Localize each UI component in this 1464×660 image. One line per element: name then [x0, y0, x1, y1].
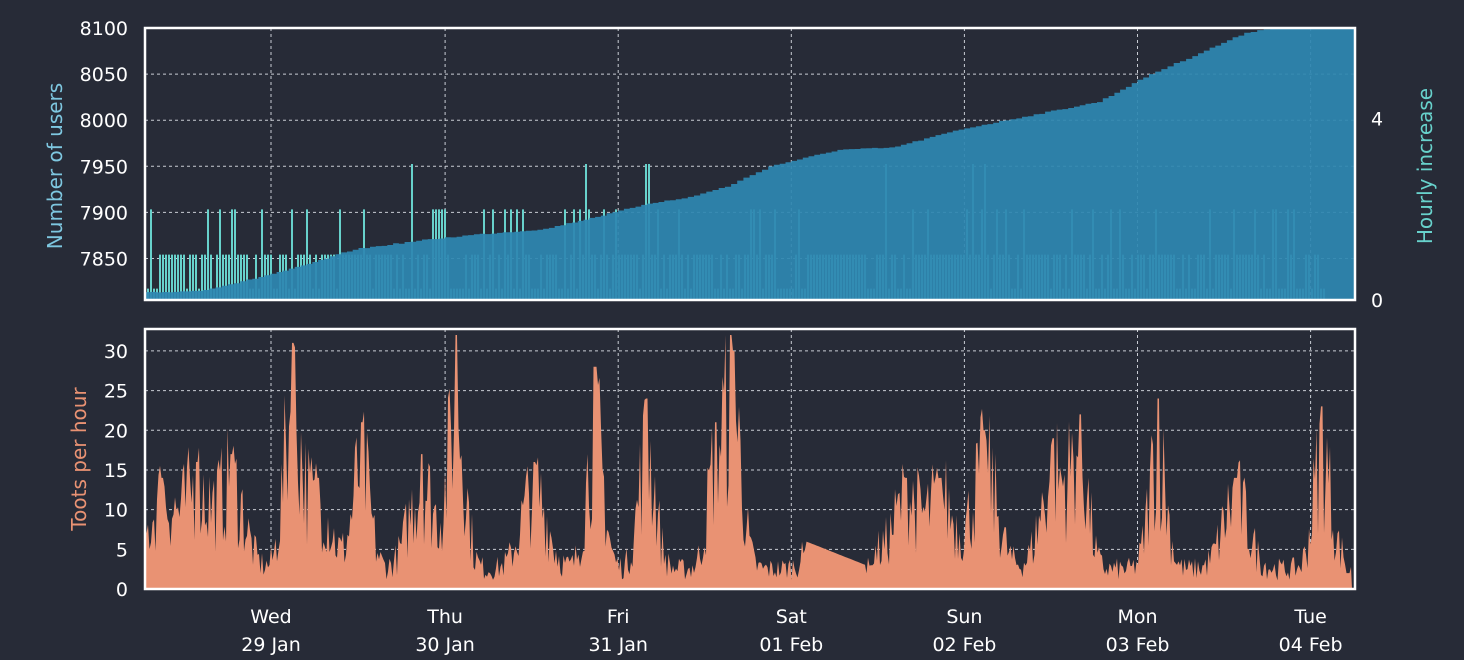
toots-panel-frame	[143, 327, 1357, 591]
toots-tick-label: 10	[104, 500, 128, 522]
toots-tick-label: 25	[104, 381, 128, 403]
x-tick-day: Fri	[607, 606, 630, 628]
x-tick-date: 29 Jan	[241, 634, 301, 656]
users-tick-label: 7950	[80, 156, 128, 178]
x-tick-day: Sat	[776, 606, 807, 628]
x-tick-date: 03 Feb	[1106, 634, 1170, 656]
toots-panel: 30 25 20 15 10 5 0 Toots per hour	[67, 327, 1357, 601]
toots-tick-label: 20	[104, 420, 128, 442]
number-of-users-area	[145, 28, 1355, 300]
toots-tick-label: 15	[104, 460, 128, 482]
toots-per-hour-area	[145, 335, 1352, 589]
x-tick-date: 01 Feb	[759, 634, 823, 656]
toots-tick-label: 0	[116, 579, 128, 601]
users-panel-frame	[143, 26, 1357, 302]
users-tick-label: 8050	[80, 64, 128, 86]
users-tick-label: 7900	[80, 202, 128, 224]
x-tick-day: Sun	[946, 606, 982, 628]
increase-tick-label: 4	[1371, 109, 1383, 131]
increase-tick-label: 0	[1371, 290, 1383, 312]
users-tick-label: 8000	[80, 110, 128, 132]
date-axis: Wed 29 Jan Thu 30 Jan Fri 31 Jan Sat 01 Feb Sun 0…	[241, 606, 1342, 656]
users-axis-ticks: 8100 8050 8000 7950 7900 7850	[80, 18, 128, 271]
x-tick-date: 30 Jan	[415, 634, 475, 656]
increase-axis-label: Hourly increase	[1413, 88, 1437, 244]
x-tick-day: Thu	[426, 606, 463, 628]
users-tick-label: 7850	[80, 249, 128, 271]
x-tick-day: Tue	[1293, 606, 1326, 628]
increase-axis-ticks: 40	[1371, 109, 1383, 312]
users-axis-label: Number of users	[43, 83, 67, 249]
x-tick-date: 31 Jan	[588, 634, 648, 656]
toots-axis-label: Toots per hour	[67, 387, 91, 532]
x-tick-date: 04 Feb	[1279, 634, 1343, 656]
x-tick-date: 02 Feb	[932, 634, 996, 656]
toots-tick-label: 5	[116, 539, 128, 561]
users-tick-label: 8100	[80, 18, 128, 40]
toots-tick-label: 30	[104, 341, 128, 363]
x-tick-day: Wed	[250, 606, 291, 628]
toots-axis-ticks: 30 25 20 15 10 5 0	[104, 341, 128, 601]
x-tick-day: Mon	[1117, 606, 1157, 628]
